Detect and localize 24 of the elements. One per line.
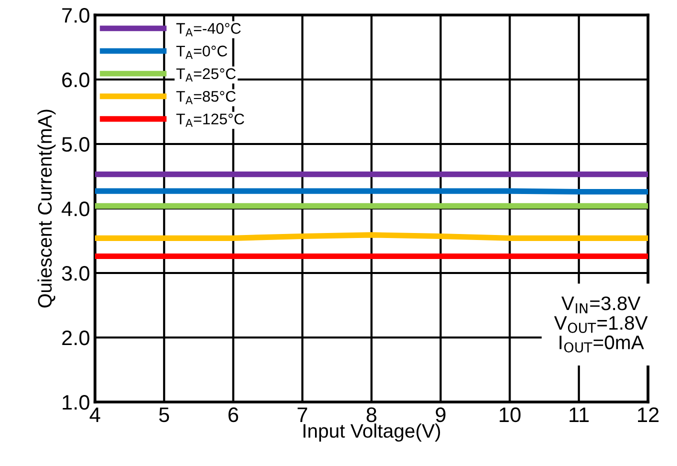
x-tick-label: 11 (570, 408, 589, 422)
y-tick-label: 3.0 (62, 266, 90, 281)
y-tick-label: 4.0 (62, 202, 90, 216)
x-tick-label: 7 (298, 408, 308, 422)
x-tick-label: 5 (159, 408, 170, 422)
legend-label: T$_{A}$=125°C (176, 114, 244, 127)
x-tick-label: 4 (90, 408, 100, 422)
text: V$_{IN}$=3.8V V$_{OUT}$=1.8V I$_{OUT}$=0mA (554, 296, 648, 353)
x-tick-label: 9 (436, 407, 446, 422)
y-axis-title: Quiescent Current(mA) (38, 110, 56, 308)
y-tick-label: 6.0 (62, 72, 90, 88)
y-tick-label: 1.0 (62, 395, 90, 410)
y-tick-label: 7.0 (62, 8, 90, 23)
x-axis-title: Input Voltage(V) (304, 424, 440, 442)
legend-label: T$_{A}$=0°C (176, 46, 228, 59)
x-tick-label: 10 (500, 407, 521, 422)
x-tick-label: 6 (228, 407, 238, 422)
y-tick-label: 2.0 (62, 330, 90, 346)
y-tick-label: 5.0 (62, 137, 90, 152)
legend-label: T$_{A}$=85°C (176, 90, 236, 104)
legend-label: T$_{A}$=-40°C (176, 23, 241, 36)
x-tick-label: 8 (366, 407, 376, 422)
x-tick-label: 12 (638, 407, 659, 422)
legend-label: T$_{A}$=25°C (176, 68, 236, 82)
